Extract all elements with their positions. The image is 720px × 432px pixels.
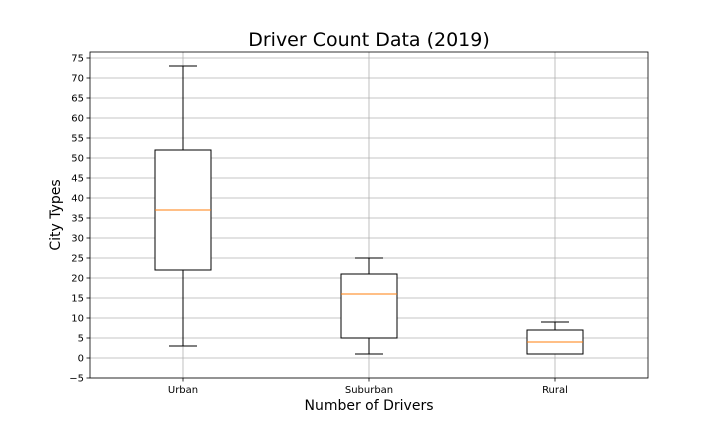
y-tick-label: 0 [78, 354, 84, 365]
x-axis-ticks: Urban Suburban Rural [168, 378, 568, 396]
y-tick-label: 55 [71, 134, 84, 145]
chart-title: Driver Count Data (2019) [248, 29, 490, 51]
y-tick-label: 40 [71, 194, 84, 205]
x-tick-label: Rural [542, 385, 568, 396]
y-tick-label: 25 [71, 254, 84, 265]
x-tick-label: Urban [168, 385, 198, 396]
x-tick-label: Suburban [345, 385, 393, 396]
box-rural [526, 321, 584, 355]
y-axis-label: City Types [48, 179, 64, 250]
iqr-box [340, 273, 398, 339]
y-tick-label: 35 [71, 214, 84, 225]
box-urban [154, 65, 212, 347]
y-tick-label: 15 [71, 294, 84, 305]
x-axis-label: Number of Drivers [304, 398, 433, 414]
y-tick-label: 75 [71, 54, 84, 65]
y-tick-label: 5 [78, 334, 84, 345]
y-tick-label: 70 [71, 74, 84, 85]
y-tick-label: 20 [71, 274, 84, 285]
y-tick-label: −5 [69, 374, 84, 385]
y-tick-label: 10 [71, 314, 84, 325]
boxes-group [154, 65, 584, 355]
box-suburban [340, 257, 398, 355]
y-tick-label: 65 [71, 94, 84, 105]
y-tick-label: 60 [71, 114, 84, 125]
y-tick-label: 50 [71, 154, 84, 165]
y-tick-label: 45 [71, 174, 84, 185]
y-axis-ticks: −5 0 5 10 15 20 25 30 35 40 45 50 55 60 65 70 75 [69, 54, 90, 385]
y-tick-label: 30 [71, 234, 84, 245]
